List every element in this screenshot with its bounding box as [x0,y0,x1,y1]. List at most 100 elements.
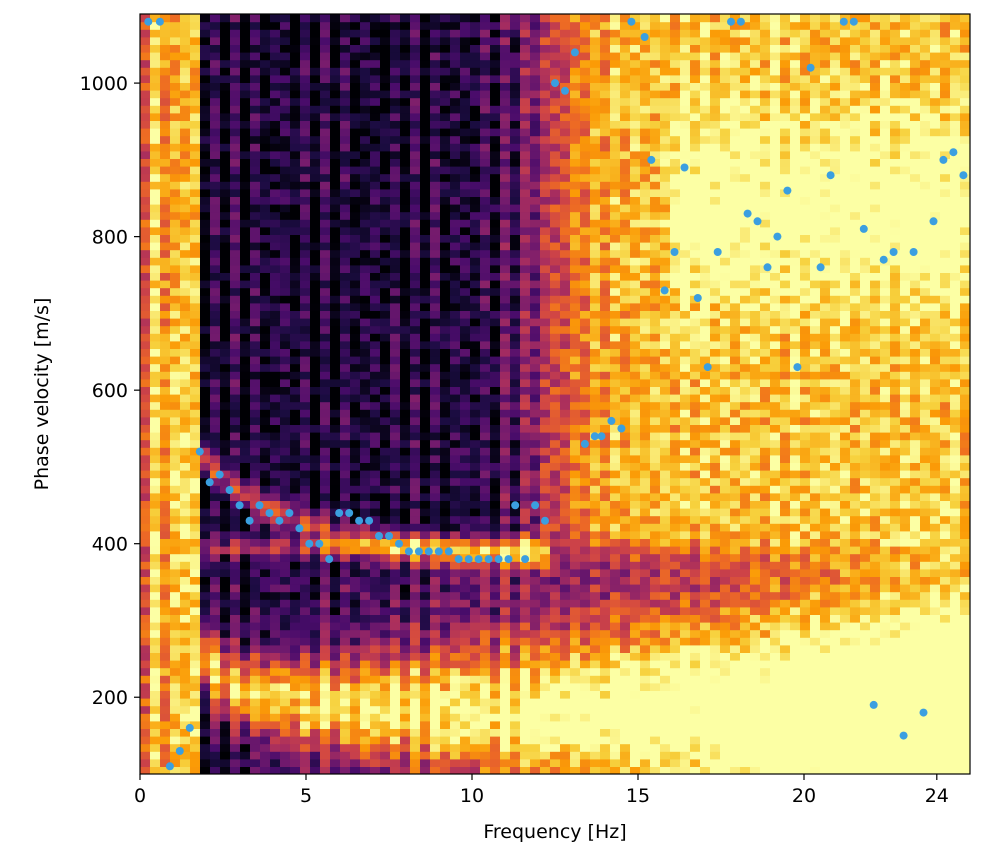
picked-point [703,363,712,372]
y-axis-ticks: 200 400 600 800 1000 [80,73,140,709]
picked-point [434,547,443,556]
picked-point [773,232,782,241]
picked-point [580,439,589,448]
picked-point [763,263,772,272]
picked-point [939,155,948,164]
picked-point [285,509,294,517]
picked-point [889,248,898,256]
picked-point [879,255,888,264]
picked-point [225,486,234,494]
picked-point [235,501,244,510]
x-tick-label: 10 [460,785,484,807]
x-axis-label: Frequency [Hz] [483,821,626,843]
picked-point [424,547,433,556]
picked-point [590,432,599,441]
picked-point [215,470,224,479]
y-tick-label: 400 [92,534,128,556]
picked-point [561,86,569,95]
picked-point [949,148,958,157]
picked-point [195,447,204,456]
picked-point [414,547,423,556]
y-tick-label: 200 [92,687,128,709]
picked-point [335,509,344,517]
picked-point [295,524,304,533]
picked-point [713,248,722,256]
picked-point [783,186,792,195]
picked-point [541,516,549,525]
picked-point [597,432,606,441]
picked-point [265,509,274,517]
picked-points [144,17,968,771]
picked-point [660,286,669,295]
picked-point [245,516,254,525]
picked-point [165,762,174,771]
picked-point [736,17,745,26]
picked-point [607,416,616,425]
picked-point [355,516,364,525]
picked-point [531,501,540,510]
x-tick-label: 15 [626,785,650,807]
picked-point [185,723,194,732]
y-axis-label: Phase velocity [m/s] [31,298,53,491]
picked-point [627,17,636,26]
picked-point [919,708,928,717]
picked-point [727,17,735,26]
picked-point [144,17,153,26]
y-tick-label: 800 [92,227,128,249]
picked-point [444,547,453,556]
picked-point [345,509,354,517]
picked-point [404,547,413,556]
picked-point [570,48,579,57]
picked-point [793,363,802,372]
picked-point [617,424,626,433]
picked-point [826,171,835,180]
picked-point [464,555,473,564]
picked-point [454,555,463,564]
picked-point [816,263,825,272]
picked-point [305,539,314,548]
picked-point [899,731,908,740]
picked-point [929,217,938,226]
x-tick-label: 5 [300,785,312,807]
picked-point [375,532,383,540]
x-tick-label: 20 [792,785,816,807]
picked-point [155,17,164,26]
picked-point [869,700,878,709]
picked-point [680,163,689,172]
dispersion-heatmap [140,14,970,774]
picked-point [255,501,264,510]
picked-point [504,555,513,564]
picked-point [521,555,530,564]
picked-point [670,248,679,256]
picked-point [743,209,752,218]
picked-point [484,555,493,564]
picked-point [551,79,559,88]
x-axis-ticks: 0 5 10 15 20 24 [134,774,949,807]
picked-point [693,294,702,302]
picked-point [474,555,483,564]
picked-point [640,33,649,41]
picked-point [511,501,520,510]
picked-point [849,17,858,26]
picked-point [275,516,284,525]
picked-point [839,17,848,26]
picked-point [959,171,968,180]
picked-point [859,224,868,233]
picked-point [494,555,503,564]
picked-point [385,532,393,540]
picked-point [909,248,918,256]
picked-point [806,63,815,72]
y-tick-label: 600 [92,380,128,402]
y-tick-label: 1000 [80,73,128,95]
picked-point [365,516,374,525]
x-tick-label: 24 [925,785,949,807]
plot-frame [139,13,971,775]
x-tick-label: 0 [134,785,146,807]
picked-point [647,155,656,164]
picked-point [395,539,403,548]
picked-point [315,539,324,548]
picked-point [175,747,184,755]
picked-point [753,217,762,226]
picked-point [325,555,334,564]
